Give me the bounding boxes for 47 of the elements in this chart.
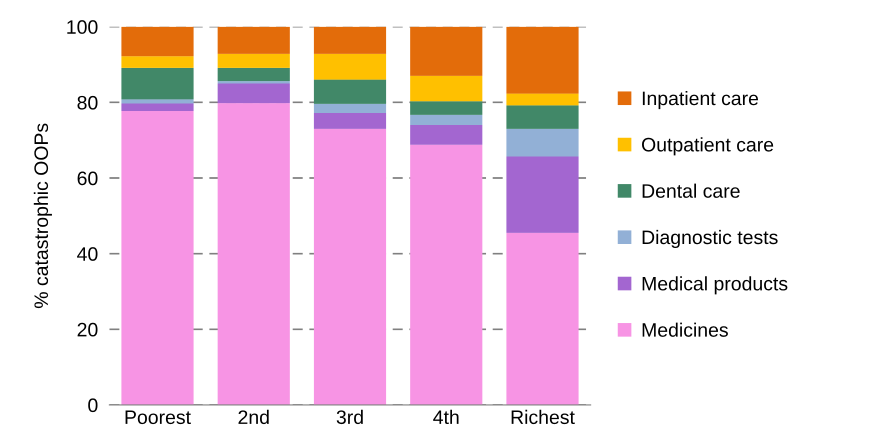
bar (218, 26, 290, 54)
bar (121, 111, 194, 405)
x-tick-label: 3rd (336, 410, 363, 424)
bar (121, 103, 194, 112)
y-tick-label: 20 (78, 322, 98, 337)
y-tick-label: 60 (78, 171, 98, 186)
x-tick-label: 2nd (238, 410, 269, 424)
bar (410, 114, 482, 126)
bar (218, 83, 290, 104)
bar (121, 99, 194, 104)
bar (314, 128, 386, 405)
bar (314, 26, 386, 54)
y-tick-label: 40 (77, 247, 98, 261)
bar (410, 26, 482, 76)
bar (506, 128, 579, 156)
bar (121, 56, 194, 68)
legend-label: Inpatient care (642, 90, 758, 110)
bar (506, 232, 579, 405)
bar (218, 54, 290, 68)
legend-label: Dental care (642, 184, 740, 198)
bar (121, 26, 194, 56)
bar (410, 125, 482, 145)
bar (218, 103, 290, 405)
bar (410, 101, 482, 115)
bar (410, 144, 482, 405)
bar (506, 26, 579, 94)
x-tick-label: Poorest (126, 410, 191, 424)
bar (410, 76, 482, 102)
bar (314, 112, 386, 129)
bar (314, 54, 386, 80)
bar (218, 68, 290, 82)
legend-label: Diagnostic tests (642, 230, 778, 248)
legend-label: Medical products (642, 276, 788, 294)
legend-label: Medicines (642, 322, 728, 337)
bar (314, 80, 386, 104)
x-tick-label: Richest (512, 410, 575, 424)
bar (121, 68, 194, 100)
y-tick-label: 0 (88, 398, 98, 412)
x-tick-label: 4th (433, 410, 459, 424)
legend-label: Outpatient care (642, 137, 774, 156)
y-axis-title: % catastrophic OOPs (34, 124, 52, 308)
y-tick-label: 80 (77, 96, 98, 110)
bar (506, 94, 579, 106)
y-tick-label: 100 (67, 20, 98, 34)
bar (314, 104, 386, 113)
bar (506, 156, 579, 233)
bar (506, 105, 579, 129)
